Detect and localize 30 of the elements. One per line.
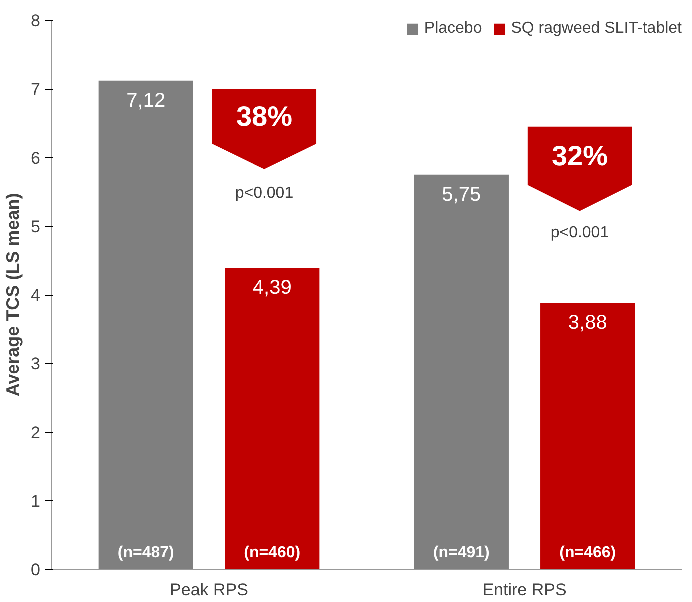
y-tick-label: 5 (31, 217, 41, 236)
y-axis-title: Average TCS (LS mean) (3, 193, 24, 397)
annotation: p<0.001 (550, 224, 610, 242)
annotation: p<0.001 (235, 184, 294, 202)
data-label: 3,88 (568, 312, 608, 334)
bar (98, 80, 194, 570)
legend-label: Placebo (424, 20, 482, 38)
data-label: 7,12 (126, 90, 166, 112)
annotation: 32% (552, 140, 608, 172)
x-tick-label: Entire RPS (482, 580, 567, 600)
data-label: 4,39 (252, 277, 292, 300)
y-tick-label: 0 (31, 560, 41, 580)
annotation: (n=460) (244, 544, 301, 562)
bar (414, 174, 509, 570)
annotation: (n=487) (118, 544, 174, 562)
annotation: (n=491) (433, 544, 490, 562)
bar (540, 303, 636, 570)
legend-label: SQ ragweed SLIT-tablet (511, 20, 682, 38)
annotation: 38% (236, 101, 293, 132)
y-tick-label: 4 (31, 286, 41, 305)
bar (225, 268, 320, 570)
y-tick-label: 7 (31, 80, 41, 100)
y-tick-label: 6 (31, 148, 41, 168)
y-tick-label: 1 (31, 492, 41, 511)
y-tick-label: 2 (31, 423, 41, 442)
data-label: 5,75 (442, 184, 482, 206)
y-tick-label: 8 (31, 12, 41, 30)
annotation: (n=466) (560, 544, 616, 562)
y-tick-label: 3 (31, 354, 41, 374)
x-tick-label: Peak RPS (170, 580, 248, 600)
